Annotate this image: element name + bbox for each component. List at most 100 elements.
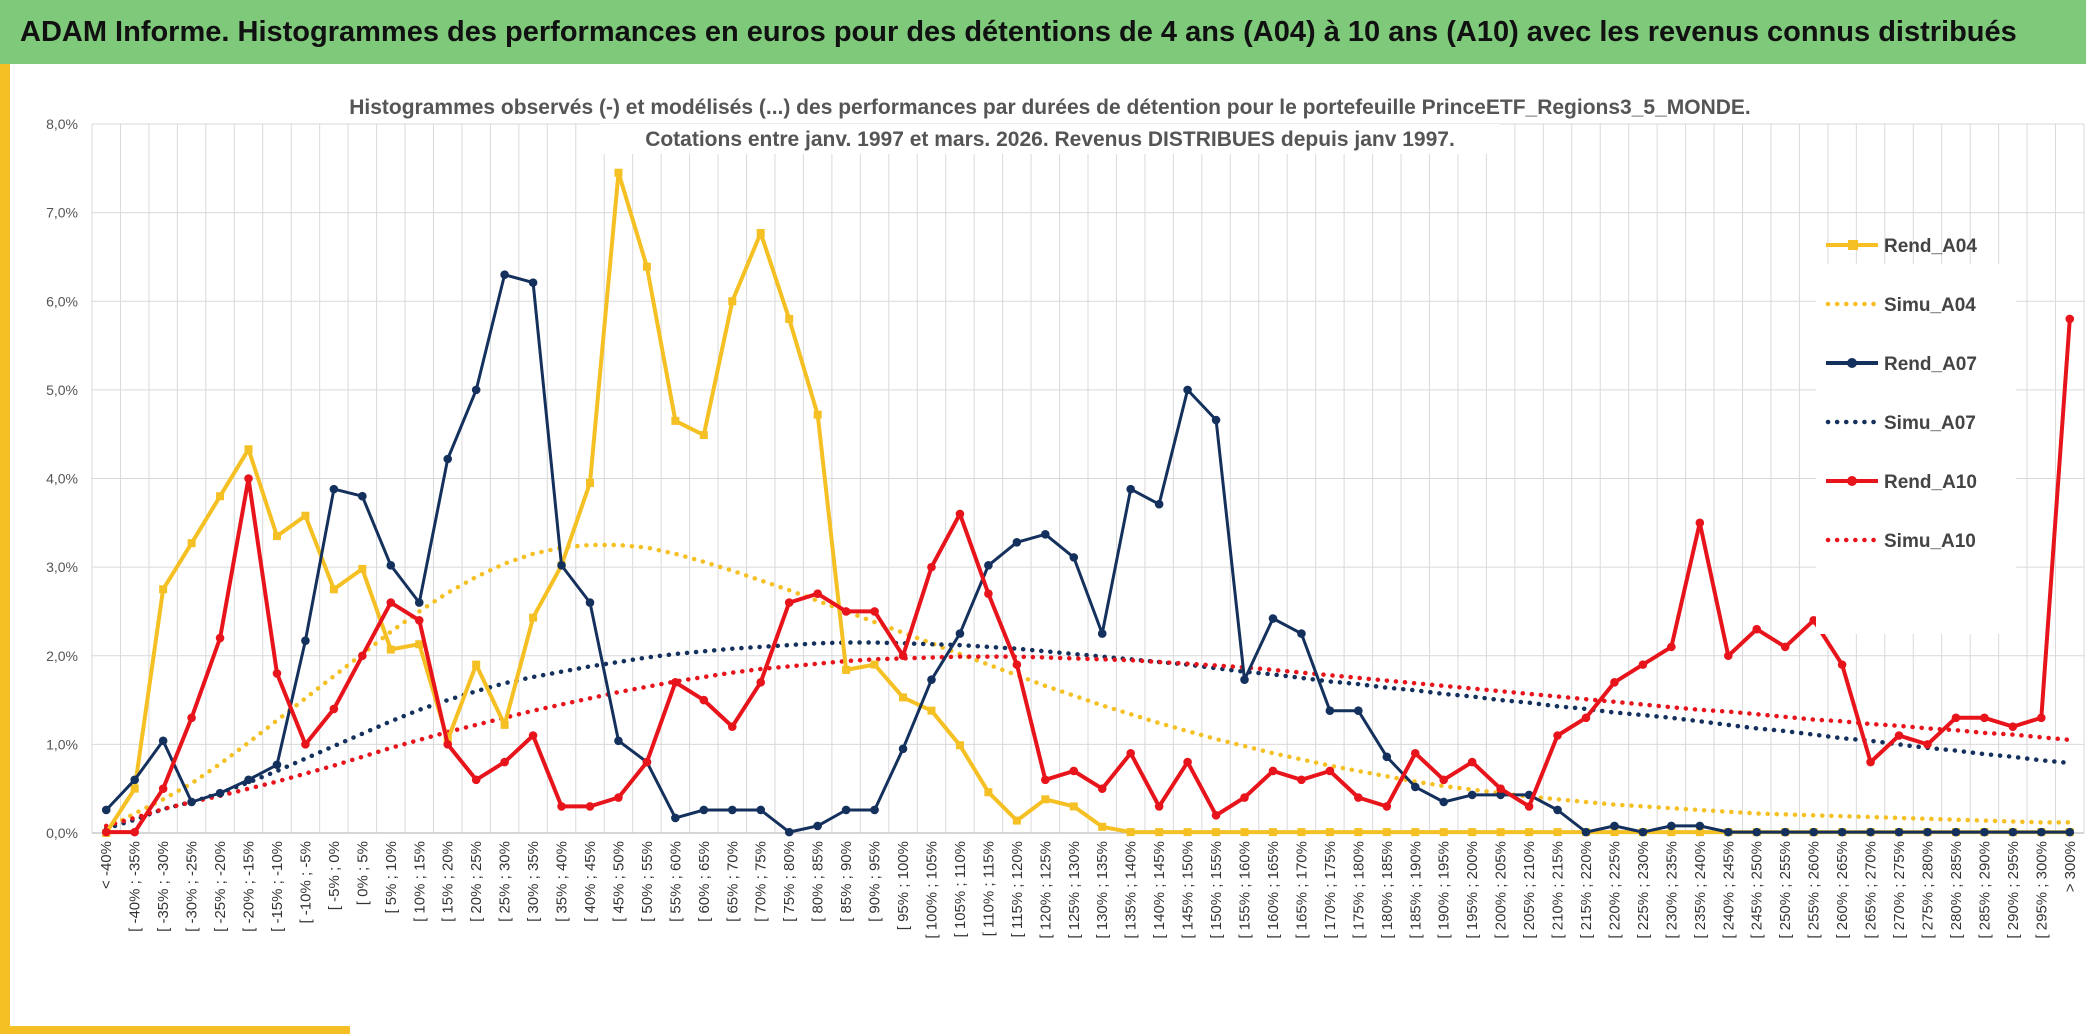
- data-point: [1240, 828, 1249, 837]
- series-simu-a10: [103, 654, 2073, 829]
- data-point: [386, 598, 396, 607]
- x-tick-label: [ 5% ; 10%: [383, 841, 400, 914]
- x-tick-label: [ 20% ; 25%: [468, 841, 485, 922]
- data-point: [1467, 790, 1477, 800]
- x-tick-label: > 300%: [2062, 841, 2079, 892]
- data-point: [1837, 660, 1847, 669]
- data-point: [1240, 675, 1249, 684]
- data-point: [727, 805, 737, 815]
- chart-title: Histogrammes observés (-) et modélisés (…: [349, 96, 1751, 119]
- data-point: [1297, 775, 1306, 785]
- legend-label: Rend_A07: [1884, 354, 1977, 375]
- data-point: [1553, 805, 1562, 815]
- data-point: [1268, 766, 1278, 776]
- data-point: [1410, 748, 1420, 758]
- data-point: [414, 598, 424, 607]
- data-point: [614, 736, 623, 746]
- data-point: [784, 598, 794, 607]
- data-point: [1069, 766, 1079, 776]
- data-point: [699, 431, 708, 440]
- data-point: [329, 704, 339, 714]
- data-point: [215, 788, 225, 798]
- data-point: [1183, 757, 1192, 767]
- x-tick-label: [ 50% ; 55%: [639, 841, 656, 922]
- data-point: [585, 598, 595, 607]
- data-point: [1439, 775, 1449, 785]
- data-point: [443, 740, 453, 749]
- x-tick-label: [ 135% ; 140%: [1123, 841, 1140, 939]
- data-point: [471, 775, 481, 785]
- data-point: [1638, 660, 1648, 669]
- x-tick-label: [ 265% ; 270%: [1863, 841, 1880, 939]
- data-point: [870, 660, 879, 669]
- data-point: [984, 589, 993, 599]
- legend-item-simu-a10: Simu_A10: [1825, 531, 1976, 552]
- data-point: [1354, 706, 1363, 715]
- data-point: [984, 561, 993, 570]
- left-accent-bar: [0, 64, 10, 104]
- data-point: [756, 678, 766, 687]
- legend: Rend_A04 Simu_A04 Rend_A07 Simu_A07 Rend_A10…: [1825, 236, 1977, 552]
- data-point: [1695, 821, 1705, 831]
- data-point: [1667, 642, 1676, 652]
- x-tick-label: [ 280% ; 285%: [1948, 841, 1965, 939]
- data-point: [1866, 827, 1875, 837]
- x-tick-label: < -40%: [98, 841, 115, 889]
- data-point: [500, 270, 509, 279]
- series-line: [103, 640, 2073, 831]
- x-tick-label: [ 275% ; 280%: [1919, 841, 1936, 939]
- x-tick-label: [ -35% ; -30%: [155, 841, 172, 932]
- title-background: [262, 88, 1854, 122]
- data-point: [1069, 553, 1079, 562]
- x-tick-label: [ -10% ; -5%: [297, 841, 314, 924]
- x-tick-label: [ 295% ; 300%: [2033, 841, 2050, 939]
- data-point: [785, 314, 794, 323]
- data-point: [272, 760, 282, 770]
- x-tick-label: [ 100% ; 105%: [923, 841, 940, 939]
- x-tick-label: [ -5% ; 0%: [326, 841, 343, 910]
- chart-subtitle: Cotations entre janv. 1997 et mars. 2026…: [645, 128, 1455, 151]
- data-point: [2008, 827, 2018, 837]
- x-tick-label: [ 90% ; 95%: [867, 841, 884, 922]
- data-point: [727, 722, 737, 731]
- data-point: [130, 827, 139, 837]
- x-tick-label: [ 205% ; 210%: [1521, 841, 1538, 939]
- x-tick-label: [ 180% ; 185%: [1379, 841, 1396, 939]
- y-tick-label: 2,0%: [46, 648, 78, 664]
- data-point: [585, 802, 595, 811]
- data-point: [415, 640, 424, 649]
- legend-marker: [1847, 476, 1857, 486]
- data-point: [2008, 722, 2018, 731]
- data-point: [187, 797, 196, 807]
- x-tick-label: [ 240% ; 245%: [1720, 841, 1737, 939]
- x-tick-label: [ 160% ; 165%: [1265, 841, 1282, 939]
- data-point: [272, 532, 281, 541]
- data-point: [841, 607, 851, 616]
- data-point: [244, 445, 253, 454]
- x-tick-label: [ 115% ; 120%: [1009, 841, 1026, 937]
- data-point: [1354, 793, 1363, 802]
- legend-background: [1816, 264, 2016, 634]
- legend-label: Rend_A10: [1884, 472, 1977, 493]
- data-point: [1041, 530, 1050, 539]
- legend-label: Simu_A07: [1884, 413, 1976, 434]
- x-tick-label: [ 170% ; 175%: [1322, 841, 1339, 939]
- x-tick-label: [ 10% ; 15%: [411, 841, 428, 922]
- data-point: [1553, 828, 1562, 837]
- data-point: [756, 229, 765, 238]
- data-point: [244, 775, 253, 785]
- data-point: [1098, 822, 1107, 831]
- data-point: [529, 613, 538, 622]
- data-point: [927, 562, 936, 572]
- data-point: [1183, 828, 1192, 837]
- x-tick-label: [ -25% ; -20%: [212, 841, 229, 932]
- x-tick-label: [ 210% ; 215%: [1550, 841, 1567, 939]
- data-point: [728, 297, 737, 306]
- data-point: [1183, 385, 1192, 395]
- data-point: [586, 478, 594, 487]
- data-point: [870, 805, 879, 815]
- data-point: [1268, 614, 1278, 623]
- data-point: [1809, 827, 1818, 837]
- data-point: [1097, 629, 1107, 638]
- x-tick-label: [ 290% ; 295%: [2005, 841, 2022, 939]
